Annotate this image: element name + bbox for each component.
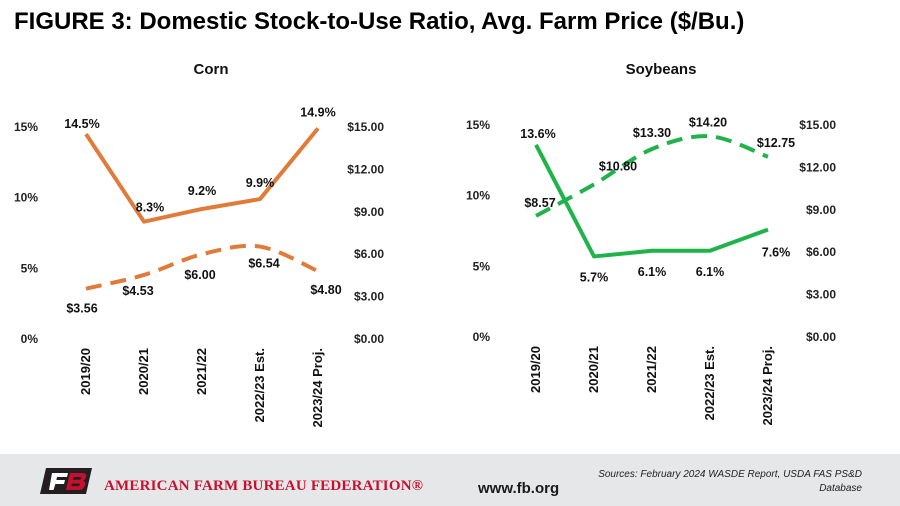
price-data-label: $3.56 <box>66 302 97 316</box>
price-data-label: $4.53 <box>122 284 153 298</box>
price-data-label: $12.75 <box>757 136 795 150</box>
website-link[interactable]: www.fb.org <box>478 480 560 497</box>
ratio-data-label: 9.2% <box>188 184 217 198</box>
footer-bar <box>0 454 900 506</box>
right-axis-tick-label: $15.00 <box>799 118 836 132</box>
ratio-data-label: 14.5% <box>64 117 99 131</box>
price-data-label: $6.00 <box>184 268 215 282</box>
chart-title: Soybeans <box>626 61 697 78</box>
left-axis-tick-label: 10% <box>466 189 490 203</box>
ratio-data-label: 9.9% <box>246 176 275 190</box>
category-label: 2019/20 <box>78 348 93 395</box>
right-axis-tick-label: $9.00 <box>354 205 384 219</box>
right-axis-tick-label: $0.00 <box>354 332 384 346</box>
ratio-data-label: 13.6% <box>520 127 555 141</box>
left-axis-tick-label: 5% <box>21 261 39 275</box>
price-data-label: $8.57 <box>524 196 555 210</box>
price-data-label: $14.20 <box>689 115 727 129</box>
chart-panel-1: Corn 0% 5% 10% 15% $0.00 $3.00 $6.00 $9.00 $12.00… <box>14 61 384 428</box>
price-data-label: $13.30 <box>633 126 671 140</box>
ratio-data-label: 7.6% <box>762 246 791 260</box>
price-line <box>535 134 769 218</box>
right-axis-tick-label: $3.00 <box>354 290 384 304</box>
ratio-data-label: 14.9% <box>300 105 335 119</box>
right-axis-tick-label: $12.00 <box>799 160 836 174</box>
category-label: 2023/24 Proj. <box>310 348 325 428</box>
sources-note: Sources: February 2024 WASDE Report, USD… <box>598 469 862 494</box>
right-axis-tick-label: $6.00 <box>806 245 836 259</box>
price-line <box>85 243 319 291</box>
chart-title: Corn <box>194 61 229 78</box>
category-label: 2023/24 Proj. <box>760 346 775 426</box>
left-axis-tick-label: 5% <box>473 259 491 273</box>
price-data-label: $4.80 <box>310 283 341 297</box>
ratio-data-label: 5.7% <box>580 270 609 284</box>
charts-canvas: Corn 0% 5% 10% 15% $0.00 $3.00 $6.00 $9.00 $12.00… <box>14 61 836 428</box>
ratio-data-label: 6.1% <box>638 265 667 279</box>
org-name: AMERICAN FARM BUREAU FEDERATION® <box>104 478 424 494</box>
category-label: 2019/20 <box>528 346 543 393</box>
stock-to-use-line <box>84 127 320 224</box>
right-axis-tick-label: $9.00 <box>806 203 836 217</box>
category-label: 2022/23 Est. <box>702 346 717 420</box>
chart-panel-2: Soybeans 0% 5% 10% 15% $0.00 $3.00 $6.00 $9.00 $1… <box>466 61 836 426</box>
category-label: 2021/22 <box>194 348 209 395</box>
left-axis-tick-label: 0% <box>473 330 491 344</box>
left-axis-tick-label: 15% <box>466 118 490 132</box>
fb-logo-icon <box>40 468 92 494</box>
price-data-label: $10.80 <box>599 159 637 173</box>
right-axis-tick-label: $15.00 <box>347 120 384 134</box>
category-label: 2020/21 <box>586 346 601 393</box>
left-axis-tick-label: 0% <box>21 332 39 346</box>
category-label: 2021/22 <box>644 346 659 393</box>
category-label: 2020/21 <box>136 348 151 395</box>
left-axis-tick-label: 15% <box>14 120 38 134</box>
stock-to-use-line <box>534 143 769 259</box>
right-axis-tick-label: $6.00 <box>354 247 384 261</box>
ratio-data-label: 8.3% <box>136 201 165 215</box>
figure-title: FIGURE 3: Domestic Stock-to-Use Ratio, A… <box>14 8 745 35</box>
category-label: 2022/23 Est. <box>252 348 267 422</box>
right-axis-tick-label: $12.00 <box>347 162 384 176</box>
right-axis-tick-label: $3.00 <box>806 288 836 302</box>
price-data-label: $6.54 <box>248 257 279 271</box>
right-axis-tick-label: $0.00 <box>806 330 836 344</box>
ratio-data-label: 6.1% <box>696 265 725 279</box>
left-axis-tick-label: 10% <box>14 191 38 205</box>
